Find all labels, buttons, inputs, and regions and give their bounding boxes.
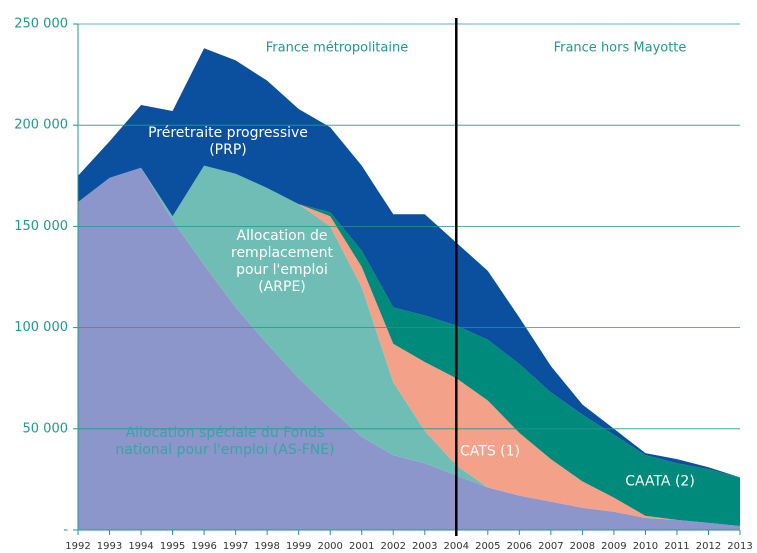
x-tick-label: 2004 bbox=[444, 541, 469, 552]
x-tick-label: 1993 bbox=[97, 541, 122, 552]
y-tick-label: 50 000 bbox=[23, 421, 69, 436]
y-tick-label: 250 000 bbox=[14, 17, 68, 32]
x-tick-label: 2007 bbox=[538, 541, 563, 552]
x-tick-label: 2008 bbox=[570, 541, 595, 552]
y-tick-label: - bbox=[63, 523, 68, 538]
y-tick-label: 150 000 bbox=[14, 219, 68, 234]
x-tick-label: 2013 bbox=[727, 541, 752, 552]
area bbox=[78, 165, 740, 526]
x-tick-label: 1998 bbox=[254, 541, 279, 552]
x-tick-label: 2006 bbox=[507, 541, 532, 552]
area-label: Préretraite progressive (PRP) bbox=[148, 125, 308, 158]
x-tick-label: 2009 bbox=[601, 541, 626, 552]
x-tick-label: 2012 bbox=[696, 541, 721, 552]
x-tick-label: 2005 bbox=[475, 541, 500, 552]
region-label: France métropolitaine bbox=[266, 41, 408, 56]
y-tick-label: 100 000 bbox=[14, 320, 68, 335]
x-tick-label: 2002 bbox=[381, 541, 406, 552]
x-tick-label: 2010 bbox=[633, 541, 658, 552]
x-tick-label: 2000 bbox=[317, 541, 342, 552]
area bbox=[78, 167, 740, 531]
area bbox=[78, 165, 740, 526]
x-tick-label: 1997 bbox=[223, 541, 248, 552]
x-tick-label: 1999 bbox=[286, 541, 311, 552]
y-tick-label: 200 000 bbox=[14, 118, 68, 133]
x-tick-label: 1994 bbox=[128, 541, 153, 552]
area-label: CATS (1) bbox=[460, 443, 520, 460]
x-tick-label: 1992 bbox=[65, 541, 90, 552]
area-label: Allocation de remplacement pour l'emploi… bbox=[231, 228, 333, 295]
x-tick-label: 1996 bbox=[191, 541, 216, 552]
area bbox=[78, 48, 740, 478]
x-tick-label: 1995 bbox=[160, 541, 185, 552]
x-tick-label: 2003 bbox=[412, 541, 437, 552]
area-label: CAATA (2) bbox=[625, 473, 695, 490]
x-tick-label: 2001 bbox=[349, 541, 374, 552]
region-label: France hors Mayotte bbox=[554, 41, 687, 56]
x-tick-label: 2011 bbox=[664, 541, 689, 552]
area-label: Allocation spéciale du Fonds national po… bbox=[115, 425, 335, 458]
